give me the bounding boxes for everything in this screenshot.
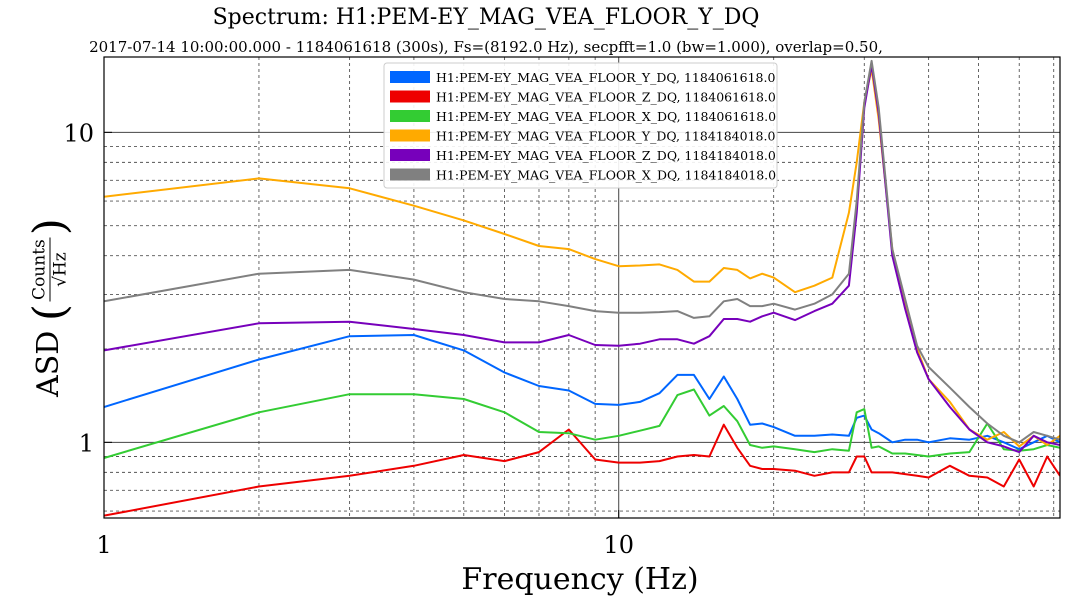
series-line-2 — [104, 423, 1060, 517]
series-line-6 — [104, 59, 1060, 444]
x-tick-label: 10 — [603, 531, 634, 559]
chart-subtitle: 2017-07-14 10:00:00.000 - 1184061618 (30… — [89, 38, 883, 56]
axes-frame — [103, 56, 1061, 519]
legend-swatch-5 — [390, 149, 430, 161]
series-line-3 — [104, 388, 1060, 459]
legend-swatch-6 — [390, 168, 430, 181]
legend-swatch-3 — [390, 110, 430, 122]
legend-box — [383, 62, 778, 189]
y-tick-label: 10 — [63, 119, 94, 147]
x-axis-label: Frequency (Hz) — [461, 562, 699, 597]
series-line-1 — [104, 334, 1060, 451]
chart-title: Spectrum: H1:PEM-EY_MAG_VEA_FLOOR_Y_DQ — [212, 5, 760, 30]
legend-label-1: H1:PEM-EY_MAG_VEA_FLOOR_Y_DQ, 1184061618… — [436, 70, 775, 85]
legend-swatch-4 — [390, 129, 430, 142]
series-group — [104, 59, 1060, 517]
series-line-4 — [104, 68, 1060, 448]
legend-label-4: H1:PEM-EY_MAG_VEA_FLOOR_Y_DQ, 1184184018… — [436, 129, 775, 144]
x-tick-label: 1 — [96, 531, 111, 559]
legend-label-2: H1:PEM-EY_MAG_VEA_FLOOR_Z_DQ, 1184061618… — [436, 90, 776, 105]
legend: H1:PEM-EY_MAG_VEA_FLOOR_Y_DQ, 1184061618… — [383, 62, 778, 189]
legend-swatch-1 — [390, 71, 430, 83]
legend-label-5: H1:PEM-EY_MAG_VEA_FLOOR_Z_DQ, 1184184018… — [436, 148, 776, 163]
y-tick-label: 1 — [79, 429, 94, 457]
legend-label-3: H1:PEM-EY_MAG_VEA_FLOOR_X_DQ, 1184061618… — [436, 109, 776, 124]
legend-label-6: H1:PEM-EY_MAG_VEA_FLOOR_X_DQ, 1184184018… — [436, 168, 776, 183]
legend-swatch-2 — [390, 90, 430, 103]
series-line-5 — [104, 63, 1060, 454]
